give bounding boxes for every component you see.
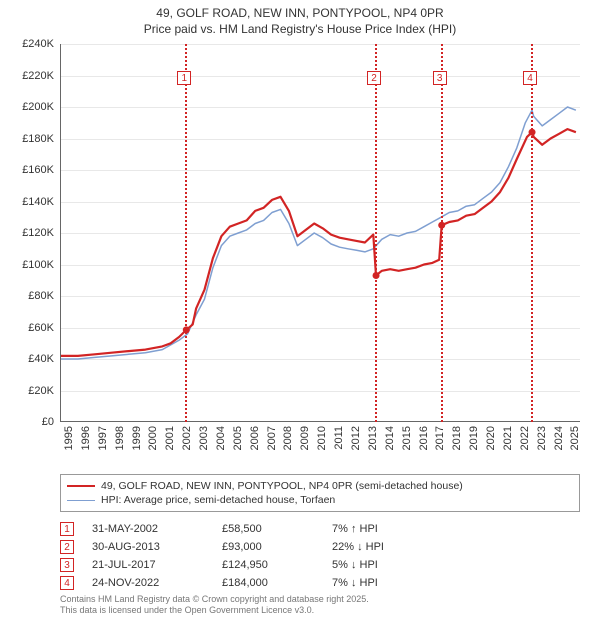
series-property: [61, 129, 576, 356]
transaction-diff: 7% ↑ HPI: [332, 523, 452, 535]
ytick-label: £100K: [10, 259, 54, 271]
ytick-label: £160K: [10, 164, 54, 176]
title-line2: Price paid vs. HM Land Registry's House …: [0, 22, 600, 38]
transaction-marker: 4: [60, 576, 74, 590]
xtick-label: 2009: [299, 426, 311, 466]
title-line1: 49, GOLF ROAD, NEW INN, PONTYPOOL, NP4 0…: [0, 6, 600, 22]
xtick-label: 2002: [181, 426, 193, 466]
ytick-label: £220K: [10, 70, 54, 82]
transaction-diff: 22% ↓ HPI: [332, 541, 452, 553]
transaction-price: £124,950: [222, 559, 332, 571]
legend-swatch-property: [67, 485, 95, 487]
legend-label-property: 49, GOLF ROAD, NEW INN, PONTYPOOL, NP4 0…: [101, 480, 463, 492]
xtick-label: 1996: [80, 426, 92, 466]
xtick-label: 2008: [282, 426, 294, 466]
transaction-date: 24-NOV-2022: [92, 577, 222, 589]
xtick-label: 2012: [350, 426, 362, 466]
transaction-marker: 1: [60, 522, 74, 536]
xtick-label: 2025: [569, 426, 581, 466]
ytick-label: £120K: [10, 227, 54, 239]
plot-area: [60, 44, 580, 422]
transaction-row: 2 30-AUG-2013£93,00022% ↓ HPI: [60, 538, 580, 556]
xtick-label: 2000: [147, 426, 159, 466]
xtick-label: 2019: [468, 426, 480, 466]
transaction-date: 30-AUG-2013: [92, 541, 222, 553]
ytick-label: £60K: [10, 322, 54, 334]
transaction-marker: 2: [60, 540, 74, 554]
ytick-label: £20K: [10, 385, 54, 397]
transaction-date: 21-JUL-2017: [92, 559, 222, 571]
xtick-label: 2013: [367, 426, 379, 466]
transaction-marker: 3: [60, 558, 74, 572]
transaction-diff: 7% ↓ HPI: [332, 577, 452, 589]
transaction-date: 31-MAY-2002: [92, 523, 222, 535]
xtick-label: 2004: [215, 426, 227, 466]
transaction-price: £93,000: [222, 541, 332, 553]
marker-vline: [531, 44, 533, 422]
xtick-label: 1997: [97, 426, 109, 466]
marker-box: 1: [177, 71, 191, 85]
ytick-label: £180K: [10, 133, 54, 145]
xtick-label: 2010: [316, 426, 328, 466]
xtick-label: 2015: [401, 426, 413, 466]
xtick-label: 2022: [519, 426, 531, 466]
xtick-label: 1995: [63, 426, 75, 466]
footer-attribution: Contains HM Land Registry data © Crown c…: [60, 594, 580, 616]
xtick-label: 2018: [451, 426, 463, 466]
ytick-label: £240K: [10, 38, 54, 50]
chart-container: 49, GOLF ROAD, NEW INN, PONTYPOOL, NP4 0…: [0, 0, 600, 620]
legend-item-property: 49, GOLF ROAD, NEW INN, PONTYPOOL, NP4 0…: [67, 479, 573, 493]
xtick-label: 2005: [232, 426, 244, 466]
xtick-label: 2001: [164, 426, 176, 466]
transaction-row: 4 24-NOV-2022£184,0007% ↓ HPI: [60, 574, 580, 592]
marker-box: 4: [523, 71, 537, 85]
footer-line1: Contains HM Land Registry data © Crown c…: [60, 594, 580, 605]
xtick-label: 2021: [502, 426, 514, 466]
footer-line2: This data is licensed under the Open Gov…: [60, 605, 580, 616]
marker-box: 2: [367, 71, 381, 85]
transaction-price: £58,500: [222, 523, 332, 535]
transaction-price: £184,000: [222, 577, 332, 589]
xtick-label: 1998: [114, 426, 126, 466]
xtick-label: 2017: [434, 426, 446, 466]
transaction-diff: 5% ↓ HPI: [332, 559, 452, 571]
xtick-label: 2024: [553, 426, 565, 466]
marker-vline: [441, 44, 443, 422]
line-svg: [61, 44, 581, 422]
legend-item-hpi: HPI: Average price, semi-detached house,…: [67, 493, 573, 507]
legend-swatch-hpi: [67, 500, 95, 501]
legend-label-hpi: HPI: Average price, semi-detached house,…: [101, 494, 335, 506]
xtick-label: 2014: [384, 426, 396, 466]
series-hpi: [61, 107, 576, 359]
marker-vline: [375, 44, 377, 422]
ytick-label: £80K: [10, 290, 54, 302]
ytick-label: £0: [10, 416, 54, 428]
xtick-label: 2006: [249, 426, 261, 466]
transactions-table: 131-MAY-2002£58,5007% ↑ HPI230-AUG-2013£…: [60, 520, 580, 592]
ytick-label: £40K: [10, 353, 54, 365]
xtick-label: 2003: [198, 426, 210, 466]
transaction-row: 3 21-JUL-2017£124,9505% ↓ HPI: [60, 556, 580, 574]
xtick-label: 2007: [266, 426, 278, 466]
xtick-label: 2016: [418, 426, 430, 466]
chart-title: 49, GOLF ROAD, NEW INN, PONTYPOOL, NP4 0…: [0, 0, 600, 37]
xtick-label: 1999: [131, 426, 143, 466]
xtick-label: 2020: [485, 426, 497, 466]
ytick-label: £140K: [10, 196, 54, 208]
xtick-label: 2023: [536, 426, 548, 466]
xtick-label: 2011: [333, 426, 345, 466]
ytick-label: £200K: [10, 101, 54, 113]
marker-box: 3: [433, 71, 447, 85]
marker-vline: [185, 44, 187, 422]
transaction-row: 1 31-MAY-2002£58,5007% ↑ HPI: [60, 520, 580, 538]
legend: 49, GOLF ROAD, NEW INN, PONTYPOOL, NP4 0…: [60, 474, 580, 512]
